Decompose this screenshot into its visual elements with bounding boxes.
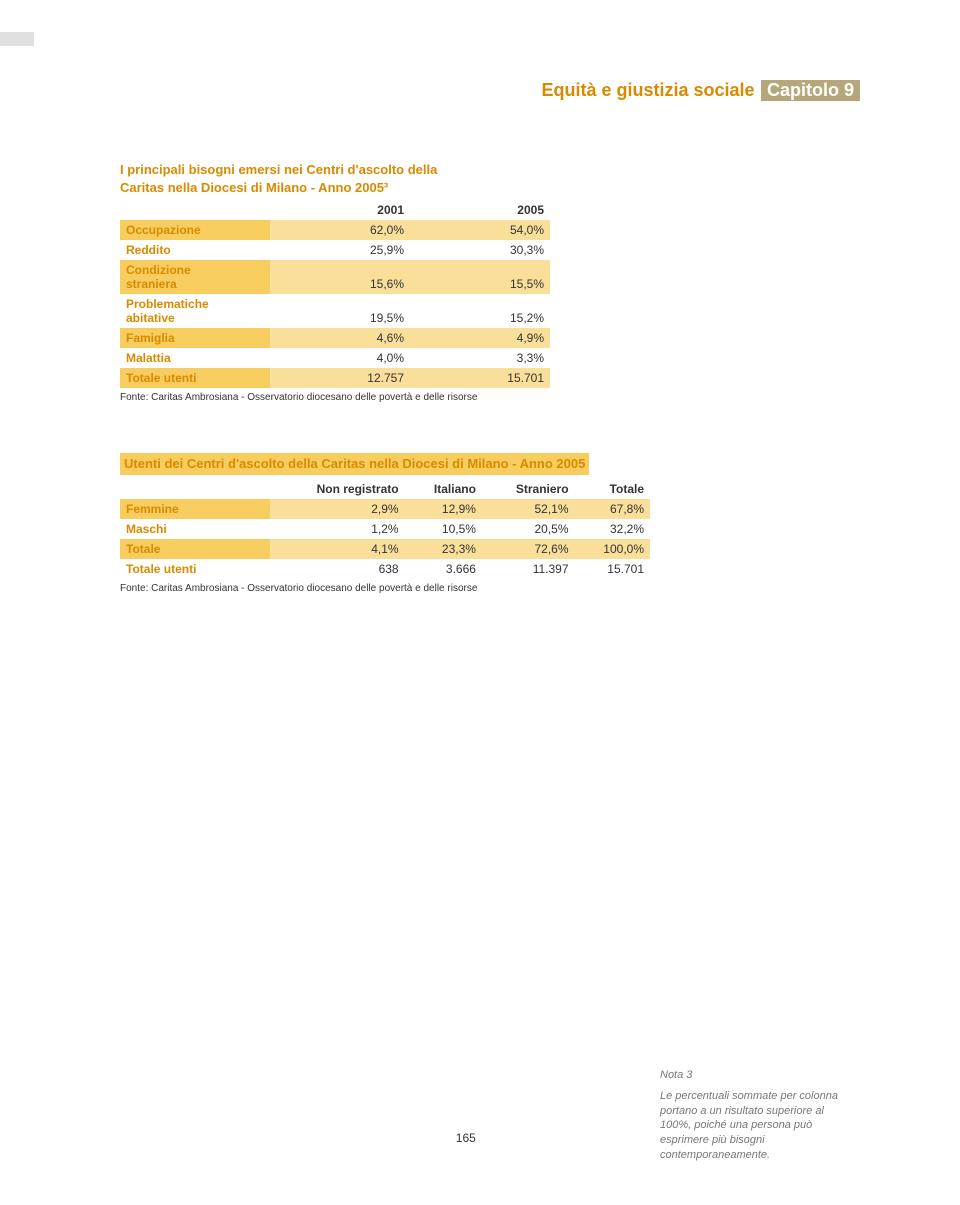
table2-col-straniero: Straniero [482,479,575,499]
cell: 25,9% [270,240,410,260]
footnote: Nota 3 Le percentuali sommate per colonn… [660,1068,850,1163]
table-row: Totale4,1%23,3%72,6%100,0% [120,539,650,559]
table2-title: Utenti dei Centri d'ascolto della Carita… [120,453,589,475]
footnote-body: Le percentuali sommate per colonna porta… [660,1089,850,1163]
table-row: Occupazione62,0%54,0% [120,220,550,240]
row-label: Totale [120,539,270,559]
cell: 1,2% [270,519,405,539]
cell: 638 [270,559,405,579]
cell: 4,1% [270,539,405,559]
table1-title-line1: I principali bisogni emersi nei Centri d… [120,162,437,177]
cell: 15.701 [410,368,550,388]
cell: 3.666 [405,559,482,579]
cell: 54,0% [410,220,550,240]
cell: 15.701 [575,559,650,579]
footnote-title: Nota 3 [660,1068,850,1083]
table2-header-row: Non registrato Italiano Straniero Totale [120,479,650,499]
cell: 12.757 [270,368,410,388]
cell: 3,3% [410,348,550,368]
table1-header-row: 2001 2005 [120,200,550,220]
page-number: 165 [456,1131,476,1145]
cell: 4,0% [270,348,410,368]
cell: 11.397 [482,559,575,579]
cell: 10,5% [405,519,482,539]
table-row: Reddito25,9%30,3% [120,240,550,260]
table2-source: Fonte: Caritas Ambrosiana - Osservatorio… [120,583,850,594]
table1-title: I principali bisogni emersi nei Centri d… [120,161,850,196]
table2-col-totale: Totale [575,479,650,499]
row-label: Malattia [120,348,270,368]
table1: 2001 2005 Occupazione62,0%54,0%Reddito25… [120,200,550,388]
table-row: Condizionestraniera15,6%15,5% [120,260,550,294]
cell: 52,1% [482,499,575,519]
table-row: Totale utenti6383.66611.39715.701 [120,559,650,579]
page-edge-mark [0,32,34,46]
row-label: Occupazione [120,220,270,240]
table2-col-italiano: Italiano [405,479,482,499]
table2: Non registrato Italiano Straniero Totale… [120,479,650,579]
cell: 4,9% [410,328,550,348]
chapter-header: Equità e giustizia sociale Capitolo 9 [120,80,860,101]
table1-col-2005: 2005 [410,200,550,220]
table1-empty-head [120,200,270,220]
row-label: Totale utenti [120,559,270,579]
row-label: Maschi [120,519,270,539]
cell: 23,3% [405,539,482,559]
table-row: Maschi1,2%10,5%20,5%32,2% [120,519,650,539]
table-row: Femmine2,9%12,9%52,1%67,8% [120,499,650,519]
cell: 2,9% [270,499,405,519]
table-row: Totale utenti12.75715.701 [120,368,550,388]
cell: 20,5% [482,519,575,539]
table-row: Malattia4,0%3,3% [120,348,550,368]
row-label: Reddito [120,240,270,260]
row-label: Condizionestraniera [120,260,270,294]
cell: 12,9% [405,499,482,519]
table-row: Problematicheabitative19,5%15,2% [120,294,550,328]
table1-col-2001: 2001 [270,200,410,220]
row-label: Problematicheabitative [120,294,270,328]
chapter-label: Capitolo 9 [761,80,860,101]
cell: 100,0% [575,539,650,559]
cell: 32,2% [575,519,650,539]
row-label: Famiglia [120,328,270,348]
row-label: Femmine [120,499,270,519]
cell: 15,2% [410,294,550,328]
table2-col-nonreg: Non registrato [270,479,405,499]
cell: 67,8% [575,499,650,519]
table2-empty-head [120,479,270,499]
row-label: Totale utenti [120,368,270,388]
table1-title-line2: Caritas nella Diocesi di Milano - Anno 2… [120,180,388,195]
table1-source: Fonte: Caritas Ambrosiana - Osservatorio… [120,392,850,403]
cell: 62,0% [270,220,410,240]
cell: 30,3% [410,240,550,260]
cell: 15,6% [270,260,410,294]
cell: 15,5% [410,260,550,294]
cell: 19,5% [270,294,410,328]
chapter-title: Equità e giustizia sociale [541,80,754,100]
cell: 4,6% [270,328,410,348]
table-row: Famiglia4,6%4,9% [120,328,550,348]
cell: 72,6% [482,539,575,559]
